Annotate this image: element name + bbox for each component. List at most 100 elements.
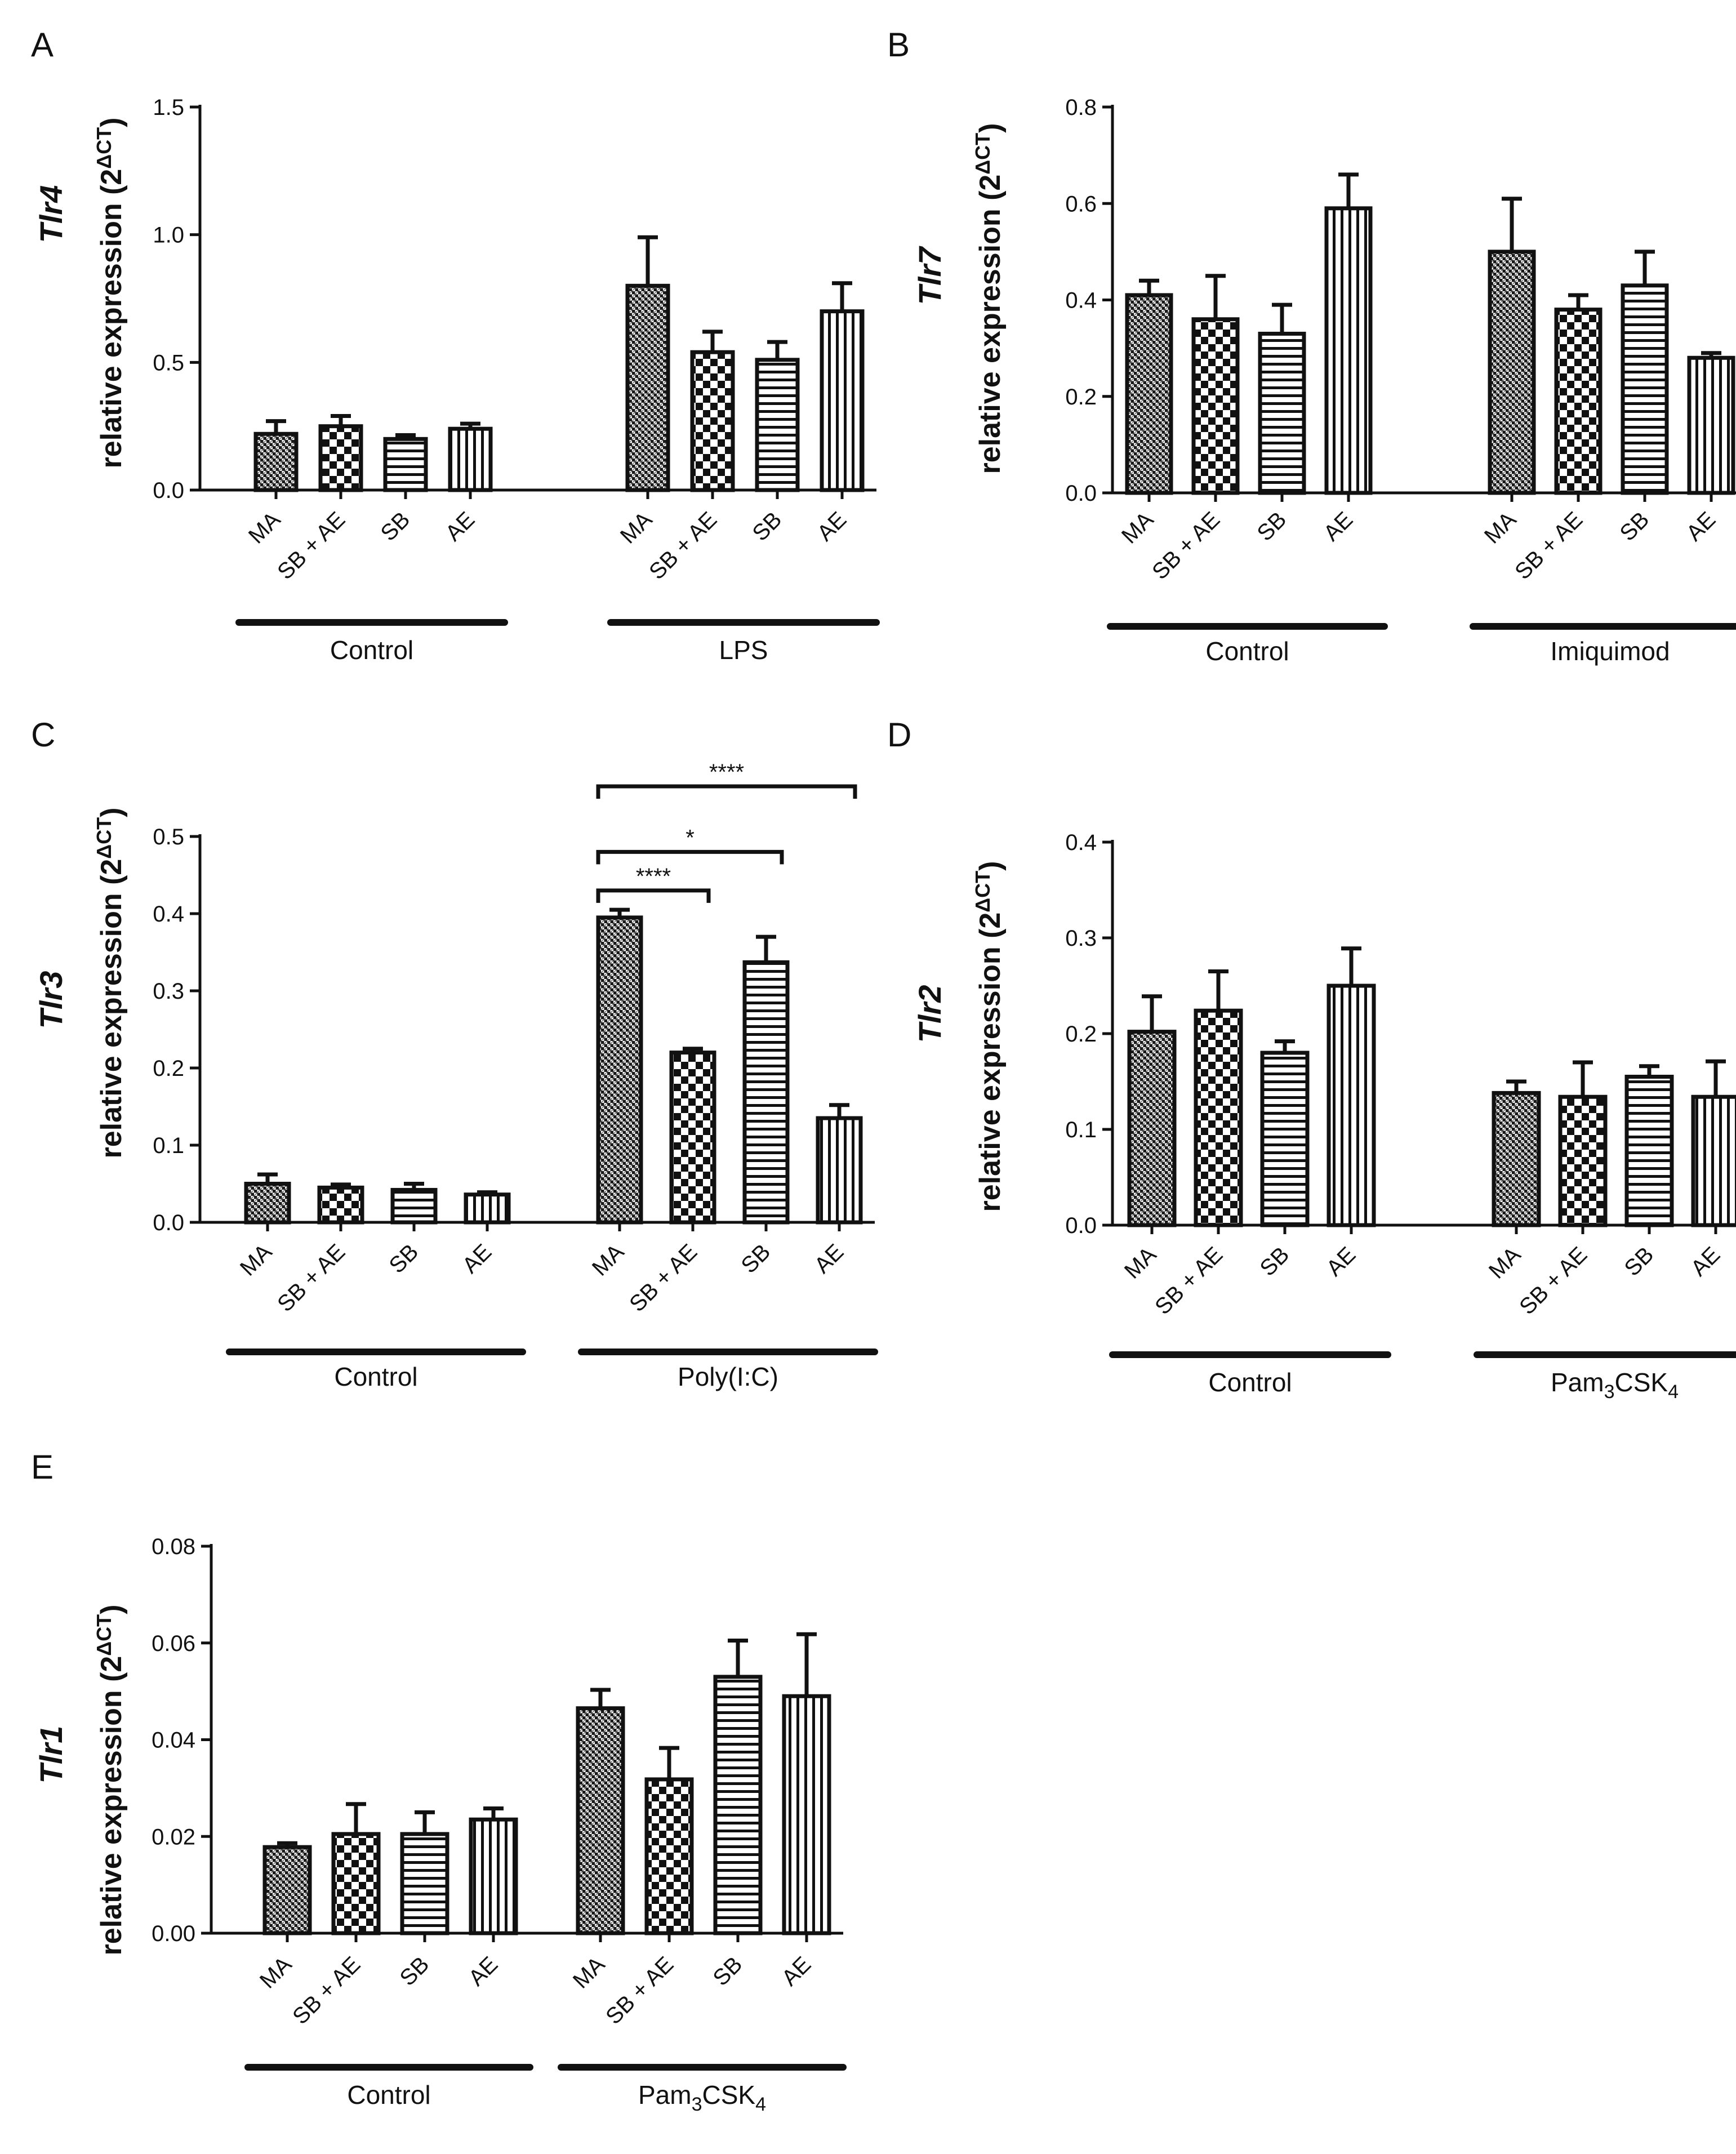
y-tick-label: 0.4 <box>1065 288 1097 313</box>
bar <box>1691 1094 1736 1227</box>
category-label: SB + AE <box>273 1239 350 1316</box>
gene-title: Tlr1 <box>33 1726 69 1784</box>
y-axis-title: relative expression (2ΔCT) <box>92 807 128 1158</box>
gene-title: Tlr3 <box>33 971 69 1029</box>
category-label: SB <box>1615 507 1654 546</box>
y-tick-label: 0.6 <box>1065 192 1097 216</box>
group-label: Control <box>1205 637 1289 666</box>
category-label: SB + AE <box>644 507 722 584</box>
significance-bracket <box>596 888 711 903</box>
category-label: SB <box>385 1239 424 1278</box>
category-label: AE <box>777 1952 816 1991</box>
y-axis-title: relative expression (2ΔCT) <box>971 123 1007 474</box>
category-label: MA <box>1480 507 1521 549</box>
panel-e-tlr1-chart: E Tlr1 relative expression (2ΔCT) 0.00 0.… <box>31 1448 847 2115</box>
category-label: SB <box>748 507 787 546</box>
panel-d-tlr2-chart: D Tlr2 relative expression (2ΔCT) 0.0 0.1… <box>887 716 1736 1403</box>
significance-label: **** <box>636 864 671 889</box>
group-label: Poly(I:C) <box>678 1362 778 1391</box>
bar <box>713 1675 763 1935</box>
bar <box>1324 206 1373 495</box>
category-label: MA <box>1117 507 1159 549</box>
y-axis-title: relative expression (2ΔCT) <box>92 117 128 468</box>
significance-bracket <box>596 849 784 865</box>
category-label: SB + AE <box>625 1239 702 1316</box>
bar <box>816 1116 863 1225</box>
y-tick-label: 0.06 <box>152 1631 195 1656</box>
y-tick-label: 0.5 <box>153 350 184 375</box>
y-tick-label: 1.0 <box>153 223 184 248</box>
bar <box>669 1051 716 1225</box>
category-label: SB <box>1253 507 1292 546</box>
group-label: Pam3CSK4 <box>1551 1368 1679 1403</box>
y-tick-label: 0.08 <box>152 1534 195 1559</box>
category-label: AE <box>810 1239 849 1278</box>
bar <box>1558 1094 1608 1227</box>
category-label: SB <box>395 1952 434 1991</box>
category-label: AE <box>813 507 852 546</box>
y-tick-label: 0.5 <box>153 825 184 849</box>
y-tick-label: 0.4 <box>153 902 184 927</box>
bar <box>576 1706 625 1935</box>
bar <box>253 431 299 492</box>
panel-letter: A <box>31 26 54 64</box>
bar <box>690 350 735 492</box>
significance-label: * <box>686 825 695 850</box>
bar <box>742 960 790 1225</box>
bar <box>1125 293 1173 495</box>
y-tick-label: 0.02 <box>152 1824 195 1849</box>
category-label: SB + AE <box>1147 507 1225 584</box>
y-axis-title: relative expression (2ΔCT) <box>971 861 1007 1212</box>
category-label: AE <box>458 1239 497 1278</box>
bar <box>469 1817 518 1935</box>
y-axis-title: relative expression (2ΔCT) <box>92 1604 128 1955</box>
bar <box>596 915 643 1225</box>
significance-label: **** <box>709 760 744 785</box>
category-label: SB + AE <box>601 1952 678 2029</box>
bar <box>464 1192 511 1225</box>
category-label: MA <box>255 1952 297 1993</box>
bar <box>1624 1075 1674 1227</box>
category-label: MA <box>244 507 286 549</box>
category-label: SB + AE <box>1510 507 1587 584</box>
category-label: AE <box>1322 1242 1361 1281</box>
bar <box>782 1694 831 1935</box>
y-tick-label: 0.1 <box>1065 1118 1097 1142</box>
category-label: SB + AE <box>1150 1242 1227 1319</box>
bar <box>625 283 670 492</box>
category-label: SB + AE <box>288 1952 365 2029</box>
bar <box>1554 308 1603 495</box>
bar <box>331 1832 381 1935</box>
y-tick-label: 0.2 <box>1065 385 1097 410</box>
category-label: MA <box>1120 1242 1161 1284</box>
category-label: MA <box>235 1239 277 1281</box>
bar <box>820 309 865 492</box>
bar <box>262 1845 312 1935</box>
bar <box>644 1777 694 1935</box>
bar <box>400 1832 449 1935</box>
y-tick-label: 0.0 <box>1065 1213 1097 1238</box>
y-tick-label: 0.0 <box>153 1210 184 1235</box>
y-tick-label: 0.4 <box>1065 830 1097 855</box>
y-tick-label: 0.00 <box>152 1921 195 1946</box>
category-label: MA <box>568 1952 610 1993</box>
category-label: SB <box>1256 1242 1294 1281</box>
y-tick-label: 0.3 <box>1065 926 1097 951</box>
panel-letter: B <box>887 26 910 64</box>
gene-title: Tlr4 <box>33 185 69 243</box>
category-label: MA <box>616 507 657 549</box>
category-label: AE <box>1686 1242 1725 1281</box>
y-tick-label: 0.04 <box>152 1728 195 1753</box>
y-tick-label: 0.8 <box>1065 95 1097 120</box>
y-tick-label: 0.0 <box>1065 481 1097 506</box>
y-tick-label: 1.5 <box>153 95 184 120</box>
group-label: Control <box>1208 1368 1292 1397</box>
category-label: SB + AE <box>273 507 350 584</box>
y-tick-label: 0.2 <box>153 1056 184 1081</box>
category-label: AE <box>1319 507 1358 546</box>
category-label: SB <box>737 1239 776 1278</box>
bar <box>448 426 493 492</box>
category-label: SB <box>1620 1242 1659 1281</box>
group-label: Imiquimod <box>1550 637 1670 666</box>
